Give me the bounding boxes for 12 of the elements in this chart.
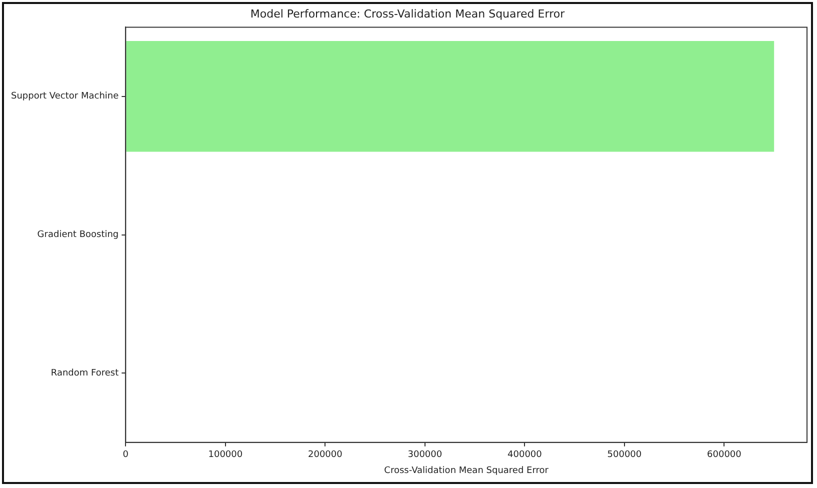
y-tick-label: Gradient Boosting: [37, 230, 119, 240]
x-tick-label: 0: [122, 450, 129, 460]
x-tick-label: 400000: [508, 450, 542, 460]
x-tick-label: 500000: [607, 450, 642, 460]
chart-title: Model Performance: Cross-Validation Mean Squared Error: [250, 7, 566, 20]
x-tick-label: 600000: [707, 450, 742, 460]
x-axis-title: Cross-Validation Mean Squared Error: [384, 466, 549, 476]
x-tick-label: 200000: [308, 450, 343, 460]
y-tick-label: Random Forest: [50, 368, 120, 379]
y-tick-label: Support Vector Machine: [10, 92, 120, 102]
x-tick-label: 100000: [208, 450, 243, 460]
x-tick-label: 300000: [408, 450, 442, 460]
